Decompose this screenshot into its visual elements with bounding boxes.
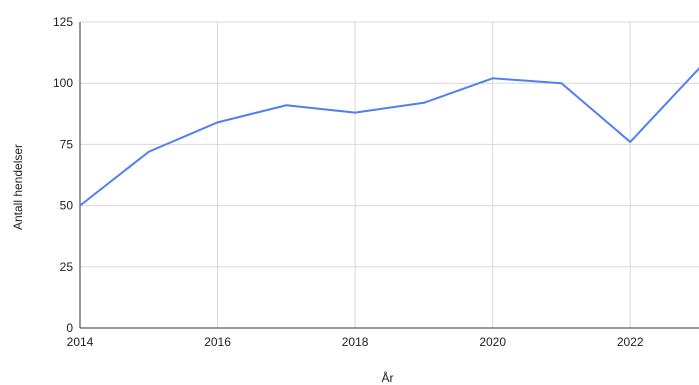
y-axis-title: Antall hendelser — [11, 144, 25, 230]
y-tick-label: 25 — [60, 260, 74, 274]
grid-layer — [80, 21, 699, 328]
x-axis-title: År — [382, 370, 394, 385]
tick-layer: 0 25 50 75 100 125 2014 2016 2018 2020 2022 — [53, 15, 644, 349]
y-tick-label: 50 — [60, 199, 74, 213]
series-layer — [79, 67, 699, 207]
y-tick-label: 100 — [53, 76, 73, 90]
y-tick-label: 0 — [66, 321, 73, 335]
x-tick-label: 2018 — [342, 335, 369, 349]
y-tick-label: 125 — [53, 15, 73, 29]
x-tick-label: 2014 — [67, 335, 94, 349]
series-line — [79, 67, 699, 207]
axis-layer — [79, 22, 699, 329]
x-tick-label: 2020 — [479, 335, 506, 349]
x-tick-label: 2022 — [617, 335, 644, 349]
y-tick-label: 75 — [60, 137, 74, 151]
x-tick-label: 2016 — [204, 335, 231, 349]
